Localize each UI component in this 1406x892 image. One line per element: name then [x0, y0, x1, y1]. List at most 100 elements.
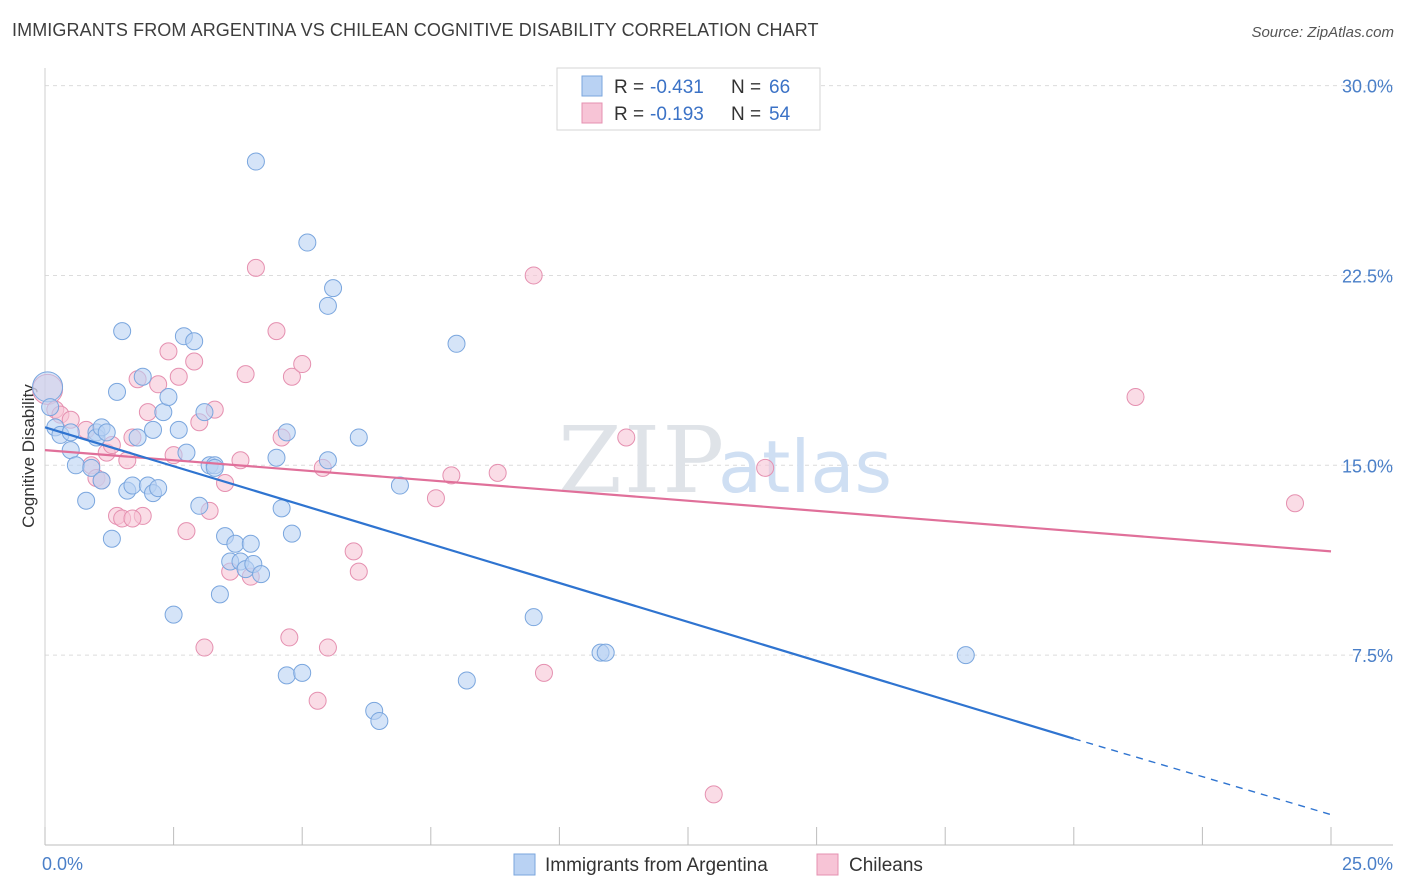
- point-argentina-27: [164, 605, 183, 624]
- point-argentina-52: [298, 233, 317, 252]
- point-chileans-43: [442, 466, 461, 485]
- point-argentina-14: [102, 529, 121, 548]
- bottom-legend-label-argentina: Immigrants from Argentina: [545, 855, 768, 876]
- point-argentina-66: [246, 152, 265, 171]
- bottom-legend-swatch-blue: [513, 853, 536, 876]
- point-chileans-34: [280, 628, 299, 647]
- point-argentina-62: [524, 608, 543, 627]
- legend-swatch-blue: [581, 75, 603, 97]
- point-argentina-51: [293, 663, 312, 682]
- legend-r-label-1: R =: [614, 77, 644, 98]
- point-argentina-15: [108, 382, 127, 401]
- y-tick-label-2: 22.5%: [1342, 266, 1393, 286]
- point-argentina-18: [123, 476, 142, 495]
- legend: R = -0.431 N = 66 R = -0.193 N = 54: [556, 67, 821, 131]
- point-argentina-8: [82, 458, 101, 477]
- point-argentina-37: [210, 585, 229, 604]
- grid-lines: [45, 85, 1393, 656]
- series-argentina-points: [32, 152, 975, 730]
- point-chileans-31: [246, 258, 265, 277]
- point-chileans-45: [524, 266, 543, 285]
- y-axis-label: Cognitive Disability: [19, 384, 38, 528]
- point-argentina-22: [144, 420, 163, 439]
- trend-line-chileans: [44, 449, 1332, 553]
- point-argentina-40: [226, 534, 245, 553]
- point-chileans-30: [236, 365, 255, 384]
- point-argentina-64: [596, 643, 615, 662]
- point-chileans-51: [1285, 494, 1304, 513]
- point-chileans-46: [534, 663, 553, 682]
- point-chileans-16: [138, 403, 157, 422]
- trend-line-argentina: [44, 426, 1075, 740]
- point-chileans-49: [756, 458, 775, 477]
- point-chileans-21: [177, 522, 196, 541]
- point-argentina-30: [177, 443, 196, 462]
- bottom-legend-swatch-pink: [816, 853, 839, 876]
- point-argentina-48: [277, 423, 296, 442]
- point-chileans-48: [704, 785, 723, 804]
- chart-title: IMMIGRANTS FROM ARGENTINA VS CHILEAN COG…: [12, 20, 819, 40]
- point-argentina-45: [252, 565, 271, 584]
- point-chileans-20: [169, 367, 188, 386]
- point-argentina-11: [92, 471, 111, 490]
- point-argentina-6: [66, 456, 85, 475]
- y-tick-labels: 7.5% 15.0% 22.5% 30.0%: [1342, 77, 1393, 667]
- point-argentina-54: [324, 279, 343, 298]
- point-argentina-55: [318, 451, 337, 470]
- point-argentina-13: [97, 423, 116, 442]
- legend-swatch-pink: [581, 102, 603, 124]
- point-argentina-5: [61, 441, 80, 460]
- x-tick-label-0: 0.0%: [42, 854, 83, 874]
- y-tick-label-3: 30.0%: [1342, 77, 1393, 97]
- point-chileans-37: [308, 691, 327, 710]
- source-label: Source: ZipAtlas.com: [1251, 24, 1394, 41]
- legend-n-label-1: N =: [731, 77, 761, 98]
- legend-n-value-1: 66: [769, 77, 790, 98]
- point-argentina-61: [457, 671, 476, 690]
- point-chileans-42: [426, 489, 445, 508]
- point-argentina-47: [272, 499, 291, 518]
- legend-n-label-2: N =: [731, 104, 761, 125]
- point-chileans-32: [267, 322, 286, 341]
- bottom-legend-label-chileans: Chileans: [849, 855, 923, 876]
- x-tick-labels: 0.0% 25.0%: [42, 854, 1393, 874]
- legend-r-value-2: -0.193: [650, 104, 704, 125]
- point-argentina-26: [159, 387, 178, 406]
- point-argentina-36: [205, 458, 224, 477]
- point-argentina-65: [956, 646, 975, 665]
- point-argentina-60: [447, 334, 466, 353]
- point-argentina-56: [349, 428, 368, 447]
- point-argentina-19: [128, 428, 147, 447]
- point-argentina-7: [77, 491, 96, 510]
- axes: [44, 68, 1393, 846]
- watermark: ZIP atlas: [558, 407, 892, 514]
- point-argentina-0: [32, 371, 64, 403]
- point-chileans-24: [195, 638, 214, 657]
- point-chileans-53: [123, 509, 142, 528]
- point-chileans-36: [293, 355, 312, 374]
- point-argentina-31: [185, 332, 204, 351]
- point-argentina-50: [277, 666, 296, 685]
- point-argentina-28: [169, 420, 188, 439]
- point-chileans-47: [617, 428, 636, 447]
- point-argentina-32: [190, 496, 209, 515]
- point-chileans-41: [349, 562, 368, 581]
- trend-line-argentina-extension: [1073, 738, 1332, 816]
- x-tick-label-1: 25.0%: [1342, 854, 1393, 874]
- point-argentina-25: [154, 403, 173, 422]
- point-chileans-44: [488, 463, 507, 482]
- trend-lines: [44, 426, 1332, 816]
- bottom-legend: Immigrants from Argentina Chileans: [513, 853, 923, 876]
- point-argentina-43: [241, 534, 260, 553]
- legend-r-value-1: -0.431: [650, 77, 704, 98]
- point-argentina-33: [195, 403, 214, 422]
- point-chileans-50: [1126, 387, 1145, 406]
- legend-n-value-2: 54: [769, 104, 791, 125]
- point-argentina-16: [113, 322, 132, 341]
- watermark-atlas: atlas: [718, 425, 892, 509]
- legend-r-label-2: R =: [614, 104, 644, 125]
- point-chileans-39: [318, 638, 337, 657]
- y-tick-label-1: 15.0%: [1342, 456, 1393, 476]
- point-argentina-20: [133, 367, 152, 386]
